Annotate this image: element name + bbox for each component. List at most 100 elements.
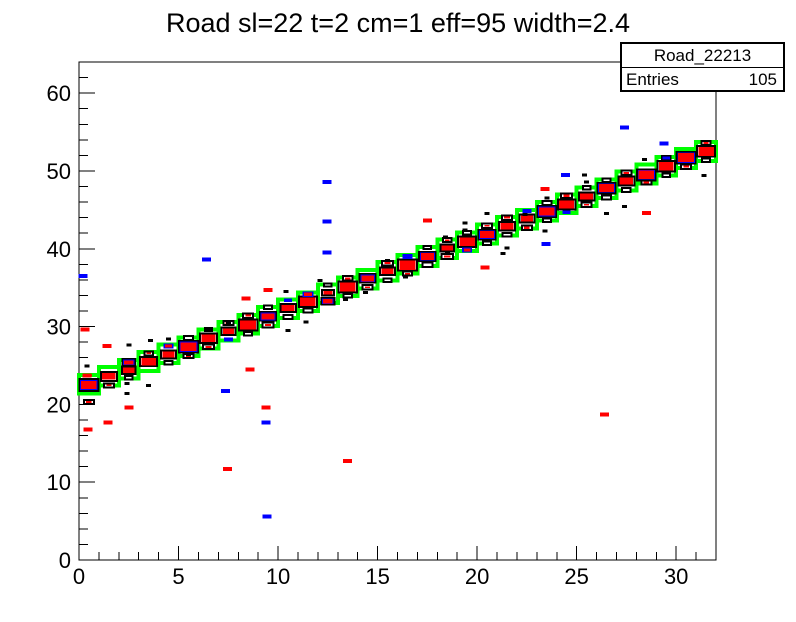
noise-mark-red — [103, 420, 113, 425]
noise-mark-blue — [261, 420, 271, 425]
noise-mark-red — [102, 344, 112, 349]
noise-mark-blue — [322, 250, 332, 255]
noise-mark-red — [422, 218, 432, 223]
noise-mark-black — [303, 320, 309, 324]
noise-mark-red — [600, 412, 610, 417]
noise-mark-black — [542, 229, 548, 233]
noise-mark-blue — [322, 219, 332, 224]
red-bin-box — [504, 216, 510, 219]
hit-bin-box — [382, 277, 393, 284]
noise-mark-red — [241, 296, 251, 301]
hit-bin-box — [581, 185, 592, 191]
red-bin-box — [323, 290, 333, 295]
red-bin-box — [399, 260, 416, 270]
red-bin-box — [222, 328, 234, 334]
red-bin-box — [102, 373, 116, 380]
y-tick-label: 50 — [47, 159, 71, 184]
hit-bin-box — [621, 187, 632, 193]
hit-bin-box — [282, 313, 294, 320]
noise-mark-black — [442, 235, 448, 239]
y-tick-label: 20 — [47, 392, 71, 417]
noise-mark-red — [83, 427, 93, 432]
hit-bin-box — [342, 292, 353, 299]
noise-mark-black — [462, 221, 468, 225]
noise-mark-black — [225, 321, 231, 325]
red-bin-box — [441, 245, 453, 251]
red-bin-box — [381, 268, 394, 275]
blue-bin-box — [522, 209, 532, 213]
red-bin-box — [365, 286, 371, 289]
noise-mark-black — [185, 353, 191, 357]
noise-mark-black — [522, 213, 528, 217]
red-bin-box — [323, 299, 333, 304]
hit-bin-box — [482, 240, 493, 247]
x-tick-label: 20 — [465, 564, 489, 589]
noise-mark-red — [222, 466, 232, 471]
hit-bin-box — [302, 307, 314, 314]
red-bin-box — [240, 320, 257, 330]
noise-mark-black — [402, 275, 408, 279]
hit-bin-box — [163, 359, 174, 366]
noise-mark-black — [504, 246, 510, 250]
red-bin-box — [265, 323, 272, 327]
noise-mark-black — [126, 343, 132, 347]
noise-mark-black — [582, 173, 588, 177]
y-tick-label: 10 — [47, 470, 71, 495]
red-bin-box — [638, 170, 655, 180]
red-bin-box — [683, 165, 689, 168]
red-bin-box — [361, 275, 374, 282]
noise-mark-black — [343, 297, 349, 301]
red-bin-box — [559, 200, 575, 209]
red-bin-box — [524, 226, 530, 229]
red-bin-box — [245, 314, 251, 317]
red-bin-box — [484, 224, 490, 227]
hit-bin-box — [541, 217, 552, 224]
red-bin-box — [463, 248, 471, 252]
noise-mark-black — [500, 251, 506, 255]
noise-mark-blue — [619, 125, 629, 130]
blue-bin-box — [662, 156, 671, 160]
red-bin-box — [141, 357, 156, 366]
noise-mark-blue — [541, 242, 551, 247]
red-bin-box — [86, 400, 92, 404]
stats-box: Road_22213 Entries 105 — [620, 42, 785, 92]
red-bin-box — [185, 355, 191, 357]
noise-mark-black — [641, 157, 647, 161]
noise-mark-black — [363, 290, 369, 294]
red-bin-box — [580, 193, 593, 200]
hit-bin-box — [701, 157, 712, 163]
hit-bin-box — [601, 194, 612, 201]
noise-mark-blue — [220, 389, 230, 394]
noise-mark-black — [701, 174, 707, 178]
red-bin-box — [81, 380, 97, 390]
stats-entries-label: Entries — [626, 70, 679, 89]
red-bin-box — [122, 367, 135, 373]
red-bin-box — [164, 344, 173, 348]
noise-mark-blue — [322, 179, 332, 184]
noise-mark-blue — [201, 257, 211, 262]
red-bin-box — [443, 255, 451, 258]
noise-mark-black — [317, 279, 323, 283]
hit-bin-box — [243, 330, 254, 337]
hit-bin-box — [323, 282, 333, 288]
blue-bin-box — [402, 254, 413, 259]
noise-mark-black — [148, 339, 154, 343]
stats-histogram-name: Road_22213 — [622, 44, 783, 68]
red-bin-box — [619, 177, 634, 185]
hit-bin-box — [661, 172, 672, 178]
y-tick-label: 0 — [59, 548, 71, 573]
red-bin-box — [205, 345, 212, 348]
noise-mark-red — [80, 327, 90, 332]
noise-mark-black — [385, 258, 391, 262]
red-bin-box — [703, 141, 709, 144]
noise-mark-blue — [78, 273, 88, 278]
red-bin-box — [480, 231, 495, 239]
blue-bin-box — [562, 210, 571, 214]
red-bin-box — [124, 360, 134, 365]
red-bin-box — [303, 292, 312, 297]
noise-mark-blue — [561, 172, 571, 177]
stats-entries-value: 105 — [748, 70, 777, 89]
y-tick-label: 60 — [47, 81, 71, 106]
noise-mark-black — [285, 328, 291, 332]
